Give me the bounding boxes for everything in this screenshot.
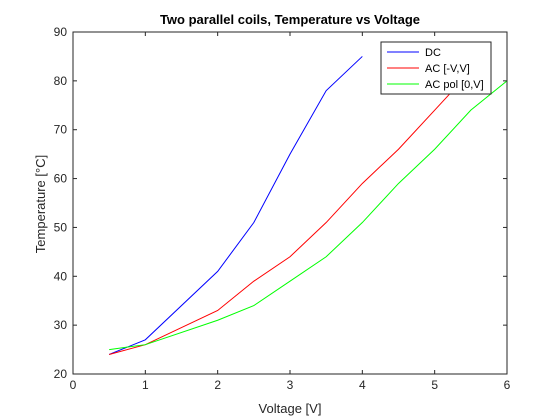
x-tick-label: 1 xyxy=(142,378,149,392)
series-line-0 xyxy=(108,56,363,355)
x-tick-label: 0 xyxy=(70,378,77,392)
y-tick-label: 30 xyxy=(54,318,68,332)
y-tick-label: 90 xyxy=(54,25,68,39)
series-line-2 xyxy=(109,80,508,351)
x-tick-label: 4 xyxy=(359,378,366,392)
y-tick-label: 60 xyxy=(54,172,68,186)
legend-label-2: AC pol [0,V] xyxy=(425,79,484,91)
y-axis-label: Temperature [°C] xyxy=(33,155,48,253)
legend: DC AC [-V,V] AC pol [0,V] xyxy=(380,41,492,95)
series-line-1 xyxy=(109,70,472,355)
x-tick-label: 6 xyxy=(504,378,511,392)
y-tick-label: 20 xyxy=(54,367,68,381)
x-axis-label: Voltage [V] xyxy=(259,401,322,416)
axes-box xyxy=(72,31,508,375)
legend-label-1: AC [-V,V] xyxy=(425,63,470,75)
series-lines xyxy=(108,56,508,355)
axes xyxy=(72,31,508,375)
chart-title: Two parallel coils, Temperature vs Volta… xyxy=(160,12,420,27)
x-tick-label: 2 xyxy=(214,378,221,392)
y-tick-label: 50 xyxy=(54,220,68,234)
y-tick-label: 80 xyxy=(54,74,68,88)
y-tick-label: 70 xyxy=(54,123,68,137)
x-tick-label: 3 xyxy=(287,378,294,392)
x-tick-label: 5 xyxy=(431,378,438,392)
legend-label-0: DC xyxy=(425,47,441,59)
axis-ticks: 0 1 2 3 4 5 6 20 30 40 50 60 70 80 90 xyxy=(54,25,511,392)
y-tick-label: 40 xyxy=(54,269,68,283)
